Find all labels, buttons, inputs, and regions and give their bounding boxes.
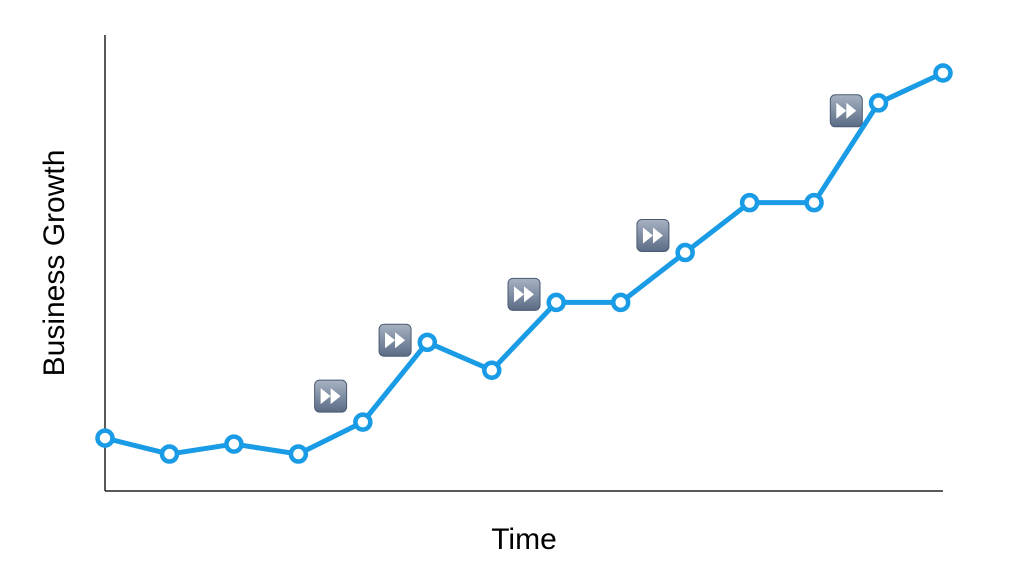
data-point — [546, 292, 566, 313]
data-point — [353, 412, 373, 432]
data-point — [675, 242, 695, 263]
data-point — [610, 292, 631, 313]
series-line — [102, 70, 946, 457]
fast-forward-icon — [636, 218, 670, 252]
data-point — [417, 332, 438, 353]
data-point — [739, 192, 760, 213]
data-point — [224, 434, 244, 454]
data-point — [868, 93, 889, 113]
fast-forward-icon — [314, 379, 348, 413]
data-point — [804, 192, 824, 213]
y-axis-title: Business Growth — [38, 150, 71, 377]
data-point — [159, 444, 180, 464]
data-point — [482, 360, 502, 381]
data-point — [288, 444, 309, 464]
x-axis-title: Time — [491, 523, 557, 556]
fast-forward-icon — [378, 323, 412, 357]
series-layer — [95, 63, 953, 464]
annotations-layer — [314, 94, 863, 413]
fast-forward-icon — [829, 94, 863, 128]
fast-forward-icon — [507, 277, 541, 311]
data-point — [933, 63, 953, 83]
data-point — [95, 428, 115, 448]
